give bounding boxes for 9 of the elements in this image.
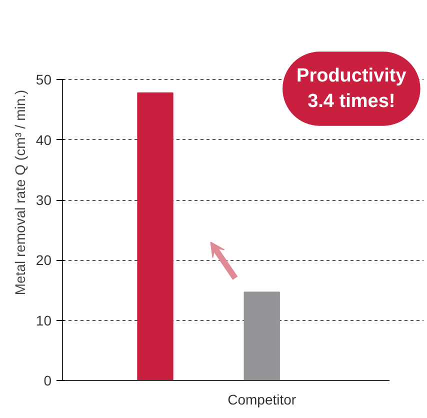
y-tick-label: 10 xyxy=(36,312,52,328)
annotation: Productivity 3.4 times! xyxy=(296,66,407,112)
y-axis-title: Metal removal rate Q (cm³ / min.) xyxy=(12,90,28,296)
y-tick-label: 50 xyxy=(36,72,52,88)
y-tick-label: 30 xyxy=(36,192,52,208)
x-tick-label: Competitor xyxy=(228,392,296,408)
y-tick-label: 0 xyxy=(44,372,52,388)
y-tick-label: 40 xyxy=(36,132,52,148)
y-tick-label: 20 xyxy=(36,252,52,268)
